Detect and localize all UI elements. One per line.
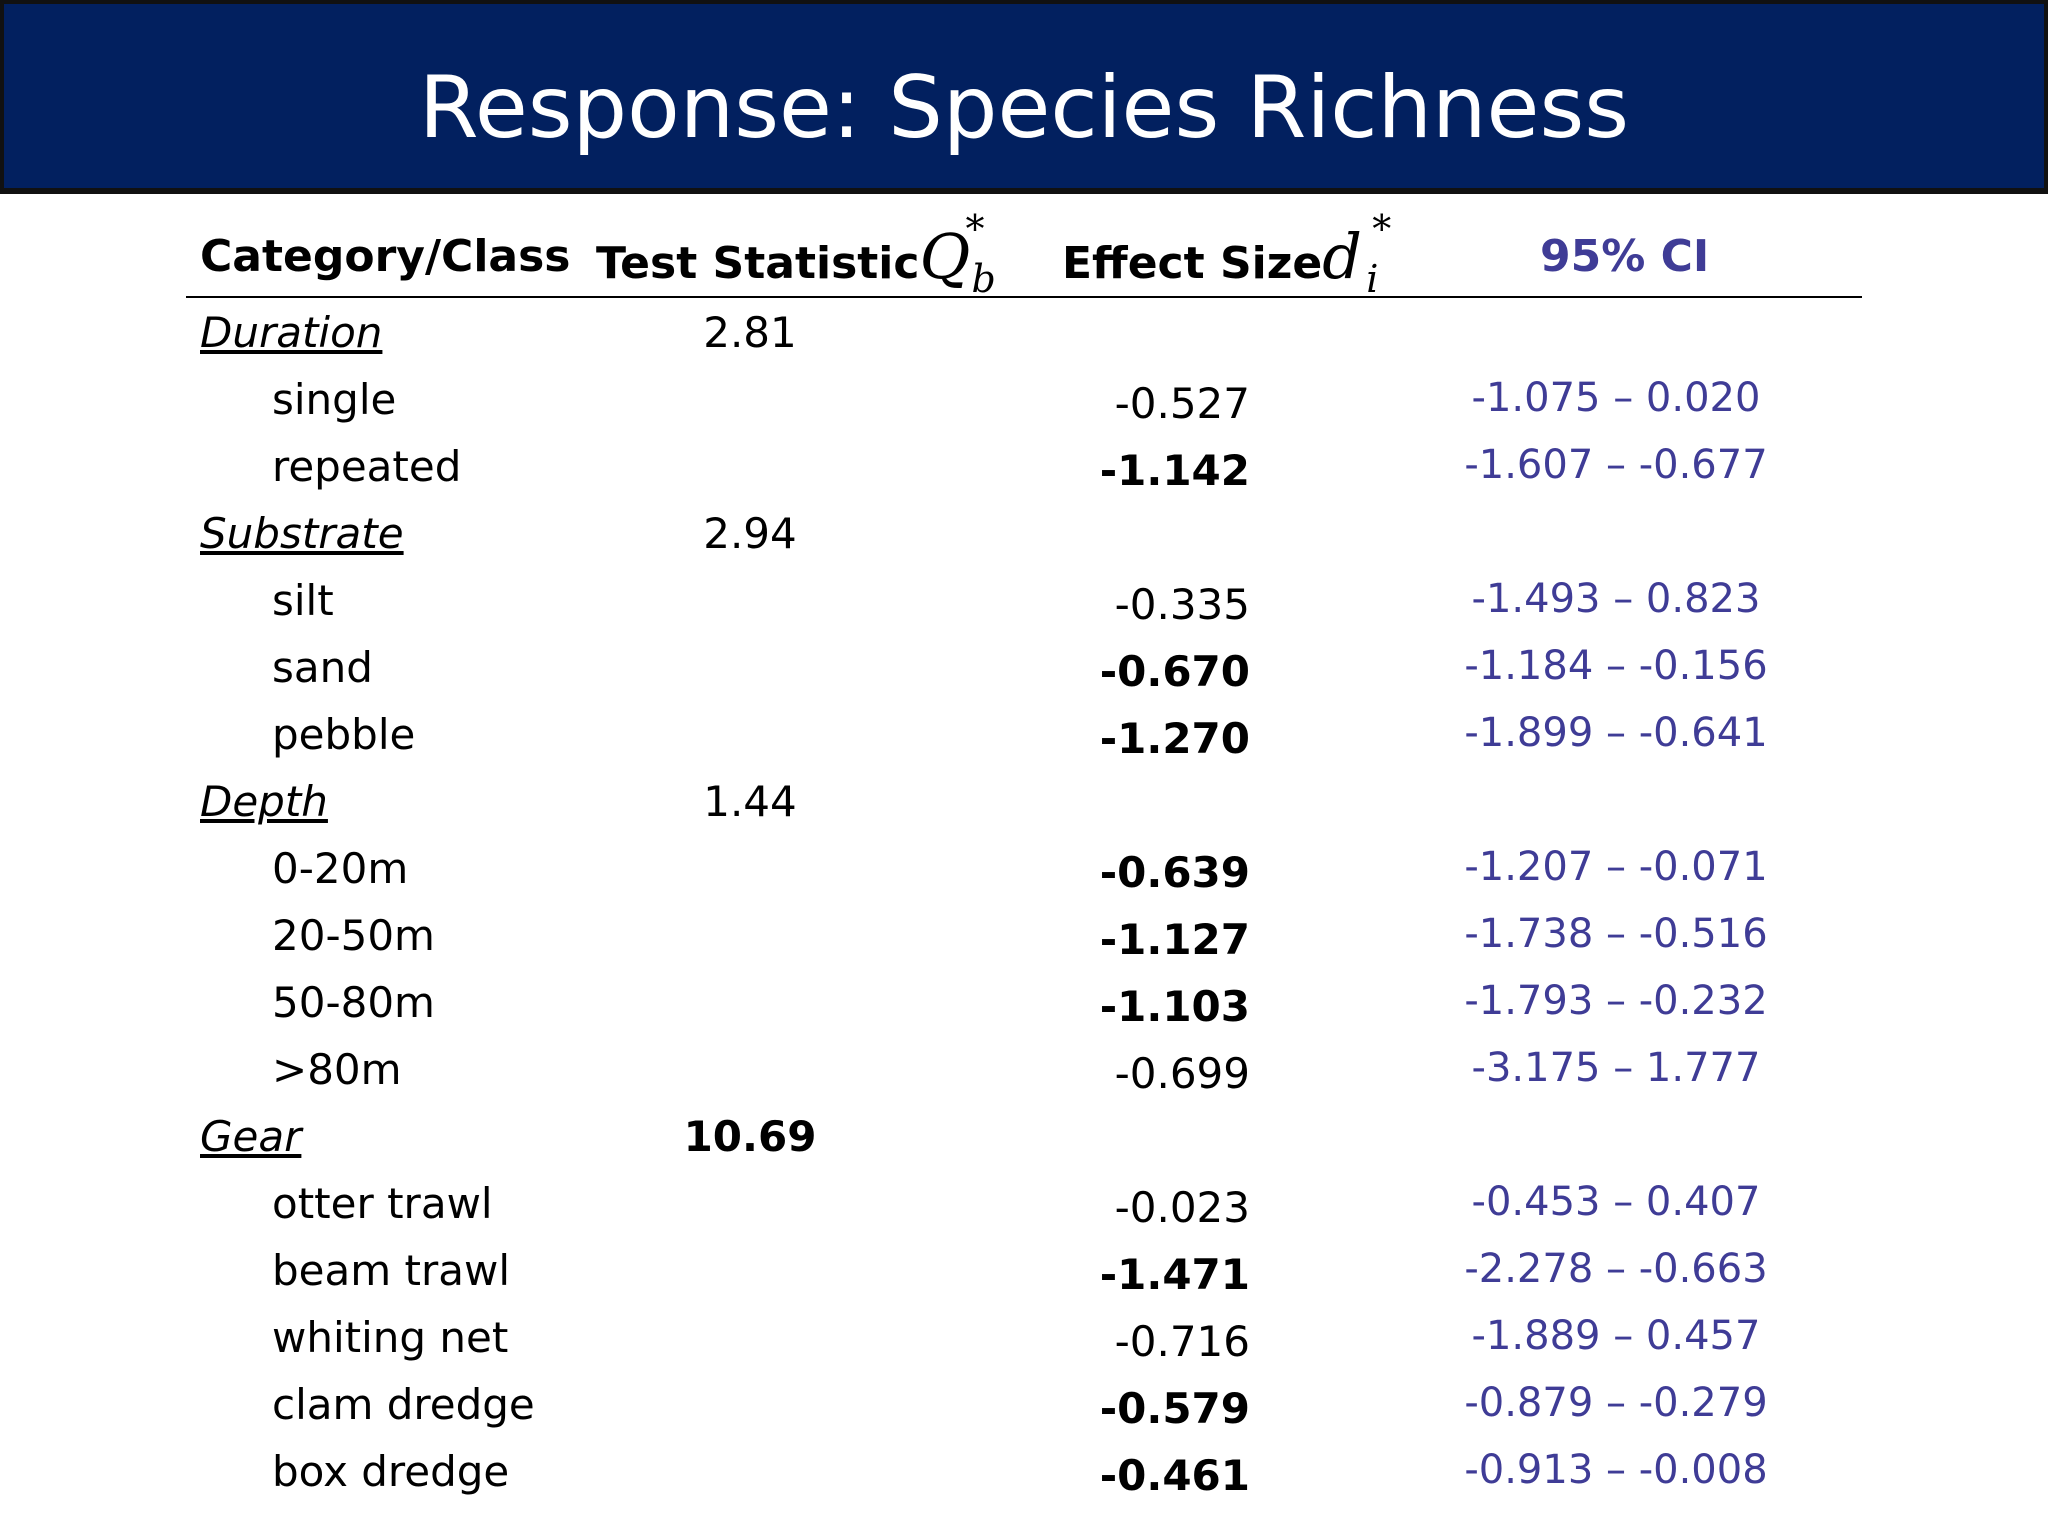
- class-label: repeated: [272, 442, 462, 491]
- effect-symbol-letter: d: [1322, 220, 1362, 293]
- test-statistic-value: 2.94: [703, 509, 797, 558]
- effect-size-value: -1.142: [1099, 446, 1250, 495]
- test-statistic-value: 2.81: [703, 308, 797, 357]
- ci-value: -0.453 – 0.407: [1471, 1179, 1761, 1225]
- effect-size-value: -1.127: [1099, 915, 1250, 964]
- class-label: silt: [272, 576, 334, 625]
- ci-value: -1.493 – 0.823: [1471, 576, 1761, 622]
- effect-size-value: -1.471: [1099, 1250, 1250, 1299]
- test-symbol-sub: b: [971, 257, 996, 301]
- ci-value: -1.075 – 0.020: [1471, 375, 1761, 421]
- test-symbol-sup: *: [965, 207, 985, 251]
- class-label: box dredge: [272, 1447, 510, 1496]
- effect-size-value: -1.103: [1099, 982, 1250, 1031]
- effect-size-value: -0.716: [1114, 1317, 1250, 1366]
- effect-size-value: -0.023: [1114, 1183, 1250, 1232]
- ci-value: -1.889 – 0.457: [1471, 1313, 1761, 1359]
- class-label: 20-50m: [272, 911, 435, 960]
- title-bar: Response: Species Richness: [0, 0, 2048, 194]
- effect-size-value: -0.699: [1114, 1049, 1250, 1098]
- effect-size-value: -0.527: [1114, 379, 1250, 428]
- effect-size-value: -0.670: [1099, 647, 1250, 696]
- effect-size-symbol: d * i: [1322, 210, 1391, 298]
- category-label: Gear: [200, 1112, 302, 1161]
- class-label: sand: [272, 643, 373, 692]
- effect-size-value: -0.639: [1099, 848, 1250, 897]
- class-label: whiting net: [272, 1313, 509, 1362]
- effect-symbol-sup: *: [1372, 207, 1392, 251]
- category-label: Substrate: [200, 509, 404, 558]
- ci-value: -1.207 – -0.071: [1464, 844, 1768, 890]
- category-label: Depth: [200, 777, 328, 826]
- slide-title: Response: Species Richness: [418, 58, 1630, 158]
- header-effect-size: Effect Sized * i: [1062, 210, 1391, 299]
- test-symbol-letter: Q: [919, 220, 971, 293]
- effect-size-value: -0.335: [1114, 580, 1250, 629]
- ci-value: -1.738 – -0.516: [1464, 911, 1768, 957]
- effect-size-value: -1.270: [1099, 714, 1250, 763]
- ci-value: -0.879 – -0.279: [1464, 1380, 1768, 1426]
- header-ci: 95% CI: [1540, 231, 1710, 282]
- class-label: 50-80m: [272, 978, 435, 1027]
- header-divider: [186, 296, 1862, 298]
- ci-value: -1.184 – -0.156: [1464, 643, 1768, 689]
- ci-value: -2.278 – -0.663: [1464, 1246, 1768, 1292]
- ci-value: -1.607 – -0.677: [1464, 442, 1768, 488]
- class-label: otter trawl: [272, 1179, 493, 1228]
- test-statistic-symbol: Q * b: [919, 210, 995, 298]
- class-label: >80m: [272, 1045, 402, 1094]
- class-label: 0-20m: [272, 844, 409, 893]
- ci-value: -1.793 – -0.232: [1464, 978, 1768, 1024]
- test-statistic-value: 10.69: [683, 1112, 817, 1161]
- category-label: Duration: [200, 308, 383, 357]
- class-label: beam trawl: [272, 1246, 510, 1295]
- class-label: pebble: [272, 710, 416, 759]
- test-statistic-value: 1.44: [703, 777, 797, 826]
- ci-value: -0.913 – -0.008: [1464, 1447, 1768, 1493]
- ci-value: -1.899 – -0.641: [1464, 710, 1768, 756]
- class-label: single: [272, 375, 397, 424]
- header-test-statistic-label: Test Statistic: [596, 238, 920, 289]
- header-effect-size-label: Effect Size: [1062, 238, 1323, 289]
- class-label: clam dredge: [272, 1380, 535, 1429]
- effect-size-value: -0.579: [1099, 1384, 1250, 1433]
- effect-symbol-sub: i: [1366, 257, 1379, 301]
- header-category: Category/Class: [200, 231, 571, 282]
- header-test-statistic: Test StatisticQ * b: [596, 210, 996, 299]
- ci-value: -3.175 – 1.777: [1471, 1045, 1761, 1091]
- effect-size-value: -0.461: [1099, 1451, 1250, 1500]
